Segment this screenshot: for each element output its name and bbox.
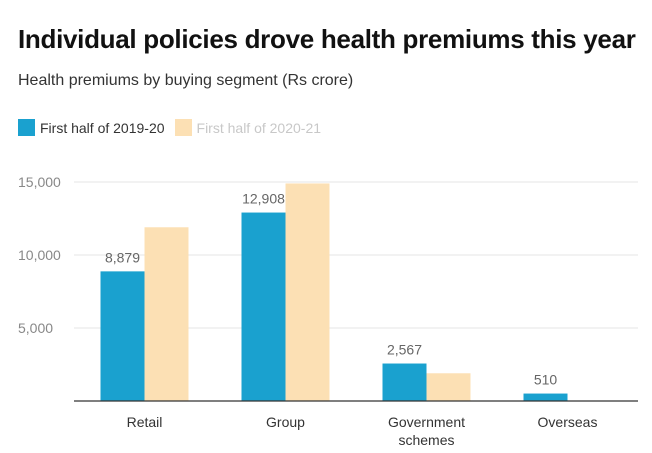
data-label: 2,567 <box>387 342 422 358</box>
data-label: 510 <box>534 372 558 388</box>
legend-swatch-series-2 <box>174 119 192 136</box>
bar-series-1 <box>523 393 568 401</box>
x-category-label: Government <box>388 414 465 430</box>
legend-label-series-1: First half of 2019-20 <box>40 119 165 136</box>
bar-series-2 <box>285 183 330 401</box>
bar-series-1 <box>100 271 145 401</box>
legend-item-series-1: First half of 2019-20 <box>18 119 165 136</box>
chart-subtitle: Health premiums by buying segment (Rs cr… <box>18 72 354 89</box>
bar-series-2 <box>426 373 471 401</box>
data-label: 12,908 <box>242 191 285 207</box>
bar-series-2 <box>144 227 189 401</box>
legend-swatch-series-1 <box>18 119 35 136</box>
x-category-label: Group <box>266 414 305 430</box>
legend: First half of 2019-20 First half of 2020… <box>18 119 331 136</box>
legend-label-series-2: First half of 2020-21 <box>196 119 322 136</box>
x-category-label: Overseas <box>538 414 598 430</box>
legend-item-series-2: First half of 2020-21 <box>174 119 322 136</box>
chart-title: Individual policies drove health premium… <box>18 24 636 54</box>
y-tick-label: 5,000 <box>18 320 53 336</box>
bar-series-1 <box>382 363 427 401</box>
bar-series-1 <box>241 212 286 401</box>
y-tick-label: 10,000 <box>18 247 61 263</box>
y-tick-label: 15,000 <box>18 174 61 190</box>
x-category-label: Retail <box>127 414 163 430</box>
x-category-label: schemes <box>398 432 454 448</box>
data-label: 8,879 <box>105 249 140 265</box>
